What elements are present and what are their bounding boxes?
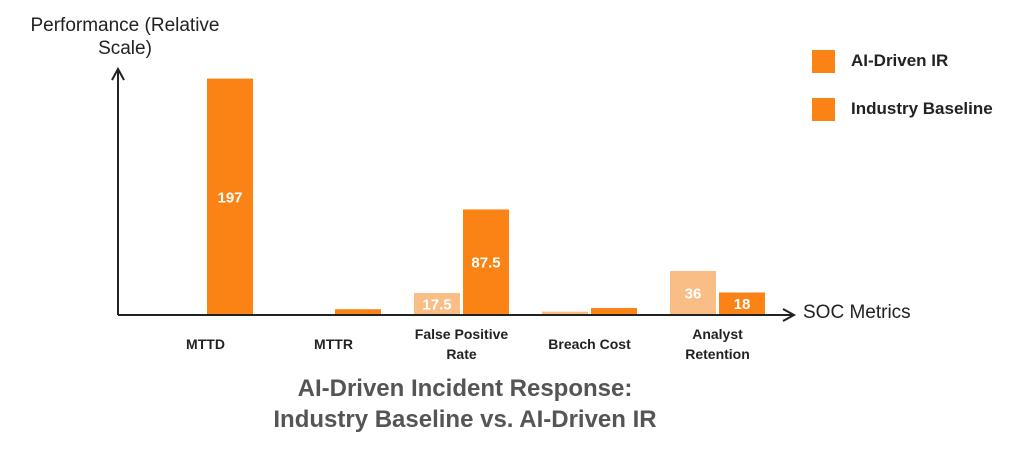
chart-title-block: AI-Driven Incident Response: Industry Ba…: [0, 373, 930, 435]
x-tick-label: False Positive Rate: [415, 326, 509, 362]
legend-label: AI-Driven IR: [851, 51, 949, 70]
legend-item-ai-driven-ir: AI-Driven IR: [812, 48, 993, 74]
value-label: 87.5: [471, 255, 500, 272]
bar-ai-driven-ir-4: [670, 270, 716, 314]
bar-ai-driven-ir-2: [414, 293, 460, 314]
bar-industry-baseline-0: [207, 78, 253, 315]
legend-swatch: [812, 97, 835, 121]
x-tick-labels-group: MTTD MTTR False Positive Rate Breach Cost Ana…: [186, 326, 750, 362]
bar-industry-baseline-1: [335, 309, 381, 314]
x-tick-label: MTTD: [186, 336, 225, 352]
legend: AI-Driven IR Industry Baseline: [812, 48, 993, 144]
bar-industry-baseline-4: [719, 292, 765, 314]
bar-industry-baseline-2: [463, 209, 509, 314]
x-tick-label: Breach Cost: [548, 336, 631, 352]
chart-subtitle: Industry Baseline vs. AI-Driven IR: [273, 406, 657, 433]
value-label: 197: [217, 189, 242, 206]
x-tick-label: MTTR: [314, 336, 353, 352]
x-axis-arrow: [782, 308, 797, 322]
bar-industry-baseline-3: [591, 308, 637, 314]
legend-swatch: [812, 49, 835, 73]
value-labels-group: 197 17.5 87.5 36 18: [217, 189, 750, 313]
legend-item-industry-baseline: Industry Baseline: [812, 96, 993, 122]
y-axis-arrow: [111, 66, 125, 81]
x-axis-label: SOC Metrics: [803, 302, 911, 323]
x-tick-label: Analyst Retention: [685, 326, 750, 362]
value-label: 17.5: [422, 297, 451, 314]
value-label: 18: [734, 296, 751, 313]
chart-title: AI-Driven Incident Response:: [297, 375, 633, 402]
value-label: 36: [685, 285, 702, 302]
bars-group: [207, 78, 765, 315]
y-axis-label: Performance (Relative Scale): [30, 15, 220, 59]
legend-label: Industry Baseline: [851, 99, 993, 118]
bar-ai-driven-ir-3: [542, 311, 588, 314]
